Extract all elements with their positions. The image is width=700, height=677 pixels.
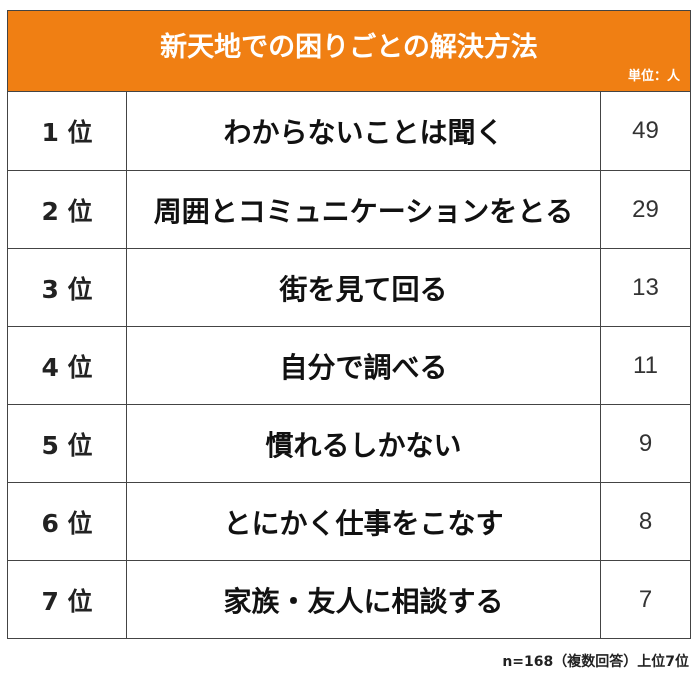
item-cell: わからないことは聞く xyxy=(127,92,601,170)
item-cell: 家族・友人に相談する xyxy=(127,561,601,638)
item-cell: 街を見て回る xyxy=(127,249,601,326)
rank-cell: 6 位 xyxy=(8,483,127,560)
value-cell: 9 xyxy=(638,429,653,457)
sample-note: n=168（複数回答）上位7位 xyxy=(502,654,689,670)
rank-cell: 7 位 xyxy=(8,561,127,638)
table-row: 7 位家族・友人に相談する 7 xyxy=(8,560,690,638)
item-cell: 慣れるしかない xyxy=(127,405,601,482)
rank-cell: 2 位 xyxy=(8,171,127,248)
unit-label: 単位：人 xyxy=(627,69,680,84)
value-cell: 7 xyxy=(638,585,653,613)
rank-cell: 1 位 xyxy=(8,92,127,170)
value-cell: 8 xyxy=(638,507,653,535)
table-row: 5 位慣れるしかない 9 xyxy=(8,404,690,482)
table-row: 2 位周囲とコミュニケーションをとる 29 xyxy=(8,170,690,248)
table-row: 6 位とにかく仕事をこなす 8 xyxy=(8,482,690,560)
table-body: 1 位わからないことは聞く 49 2 位周囲とコミュニケーションをとる 29 3 位街を… xyxy=(8,92,690,638)
table-row: 1 位わからないことは聞く 49 xyxy=(8,92,690,170)
item-cell: 自分で調べる xyxy=(127,327,601,404)
table-row: 4 位自分で調べる 11 xyxy=(8,326,690,404)
item-cell: とにかく仕事をこなす xyxy=(127,483,601,560)
ranking-table: 新天地での困りごとの解決方法 単位：人 1 位わからないことは聞く 49 2 位周囲… xyxy=(7,10,691,639)
table-header: 新天地での困りごとの解決方法 単位：人 xyxy=(8,11,690,92)
value-cell: 13 xyxy=(632,273,659,301)
rank-cell: 4 位 xyxy=(8,327,127,404)
rank-cell: 3 位 xyxy=(8,249,127,326)
table-row: 3 位街を見て回る 13 xyxy=(8,248,690,326)
table-title: 新天地での困りごとの解決方法 xyxy=(160,32,538,63)
item-cell: 周囲とコミュニケーションをとる xyxy=(127,171,601,248)
rank-cell: 5 位 xyxy=(8,405,127,482)
value-cell: 49 xyxy=(632,117,659,144)
value-cell: 29 xyxy=(632,195,659,223)
value-cell: 11 xyxy=(633,351,658,379)
